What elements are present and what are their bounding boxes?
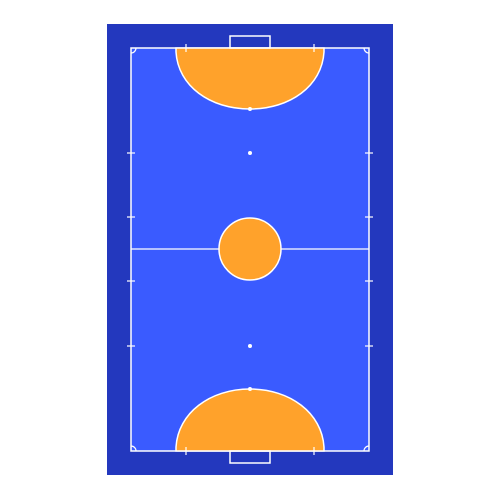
corner-arc-top-right (363, 47, 370, 54)
top-goal (229, 35, 271, 49)
center-circle (218, 217, 282, 281)
corner-arc-top-left (130, 47, 137, 54)
corner-arc-bottom-left (130, 445, 137, 452)
bottom-goal (229, 450, 271, 464)
corner-arc-bottom-right (363, 445, 370, 452)
top-penalty-mark (248, 107, 252, 111)
bottom-second-penalty-mark (248, 344, 252, 348)
bottom-penalty-mark (248, 387, 252, 391)
top-second-penalty-mark (248, 151, 252, 155)
